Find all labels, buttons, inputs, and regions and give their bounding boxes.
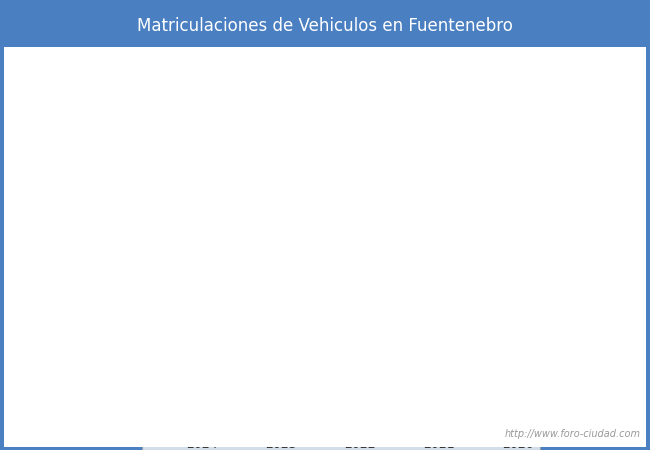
Text: http://www.foro-ciudad.com: http://www.foro-ciudad.com: [504, 429, 640, 439]
Text: Matriculaciones de Vehiculos en Fuentenebro: Matriculaciones de Vehiculos en Fuentene…: [137, 17, 513, 35]
Legend: 2024, 2023, 2022, 2021, 2020: 2024, 2023, 2022, 2021, 2020: [142, 431, 540, 450]
